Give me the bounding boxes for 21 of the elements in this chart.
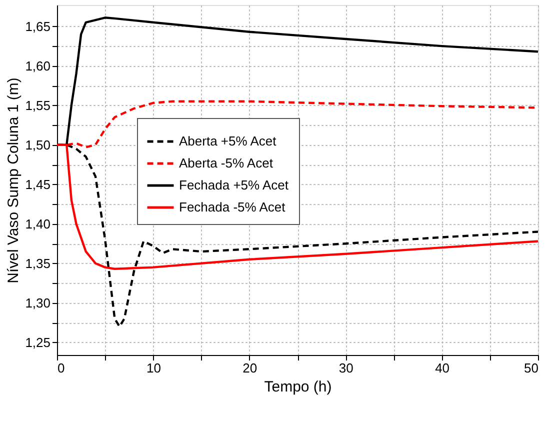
y-tick-label: 1,50 <box>25 137 50 152</box>
y-tick-label: 1,55 <box>25 98 50 113</box>
x-axis-title: Tempo (h) <box>264 378 332 396</box>
x-tick-label: 50 <box>524 360 538 376</box>
x-tick-label: 30 <box>338 360 354 376</box>
y-tick-label: 1,45 <box>25 176 50 192</box>
y-tick-label: 1,35 <box>25 256 50 271</box>
y-tick-label: 1,30 <box>25 295 50 310</box>
y-tick-label: 1,65 <box>25 18 50 34</box>
y-axis-title: Nível Vaso Sump Coluna 1 (m) <box>5 78 22 284</box>
x-tick-label: 40 <box>435 360 450 376</box>
x-tick-label: 10 <box>146 360 161 376</box>
y-tick-label: 1,60 <box>25 58 50 74</box>
x-tick-label: 0 <box>58 360 65 376</box>
y-tick-label: 1,40 <box>25 216 50 232</box>
legend-label: Fechada -5% Acet <box>179 200 286 214</box>
y-tick-label: 1,25 <box>25 334 50 350</box>
legend-label: Aberta -5% Acet <box>179 156 274 170</box>
x-tick-label: 20 <box>242 360 258 376</box>
legend-label: Fechada +5% Acet <box>179 178 289 192</box>
legend-label: Aberta +5% Acet <box>179 134 277 148</box>
